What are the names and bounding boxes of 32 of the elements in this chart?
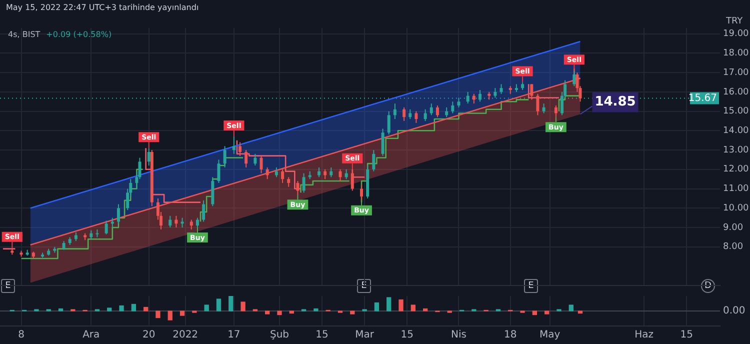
x-tick-label: 15 [680,330,693,341]
x-tick-label: 2022 [172,330,198,341]
y-tick-label: 16.00 [723,87,750,98]
x-tick-label: 20 [142,330,156,341]
annotation: 14.85 [594,94,636,110]
x-tick-label: 15 [316,330,328,341]
chart-title: 4s, BIST [8,30,40,39]
y-tick-label: 18.00 [723,48,750,59]
x-tick-label: Nis [451,330,466,341]
chart-subtitle: +0.09 (+0.58%) [46,30,112,39]
y-tick-label: 15.00 [723,106,750,117]
y-tick-label: 12.00 [723,164,750,175]
y-tick-label: 8.00 [723,242,744,252]
y-tick-label: 19.00 [723,29,750,40]
x-tick-label: May [540,330,560,341]
x-tick-label: 18 [504,330,517,341]
y-tick-label: 17.00 [723,68,750,78]
y-tick-label: 11.00 [723,184,750,194]
y-tick-label: 10.00 [723,203,750,214]
x-tick-label: Haz [634,330,654,341]
x-tick-label: Ara [82,330,100,341]
x-tick-label: 8 [18,330,24,341]
text: May 15, 2022 22:47 UTC+3 tarihinde yayınlandı [6,3,199,12]
x-tick-label: Şub [270,330,290,341]
x-tick-label: Mar [355,330,375,341]
y-tick-label: 13.00 [723,145,750,156]
x-tick-label: 15 [400,330,414,341]
x-tick-label: 17 [228,330,240,341]
y-axis-title: TRY [725,16,744,26]
y-tick-label: 14.00 [723,126,750,136]
ref-line-label: 0.00 [723,306,746,317]
y-tick-label: 9.00 [723,222,744,233]
